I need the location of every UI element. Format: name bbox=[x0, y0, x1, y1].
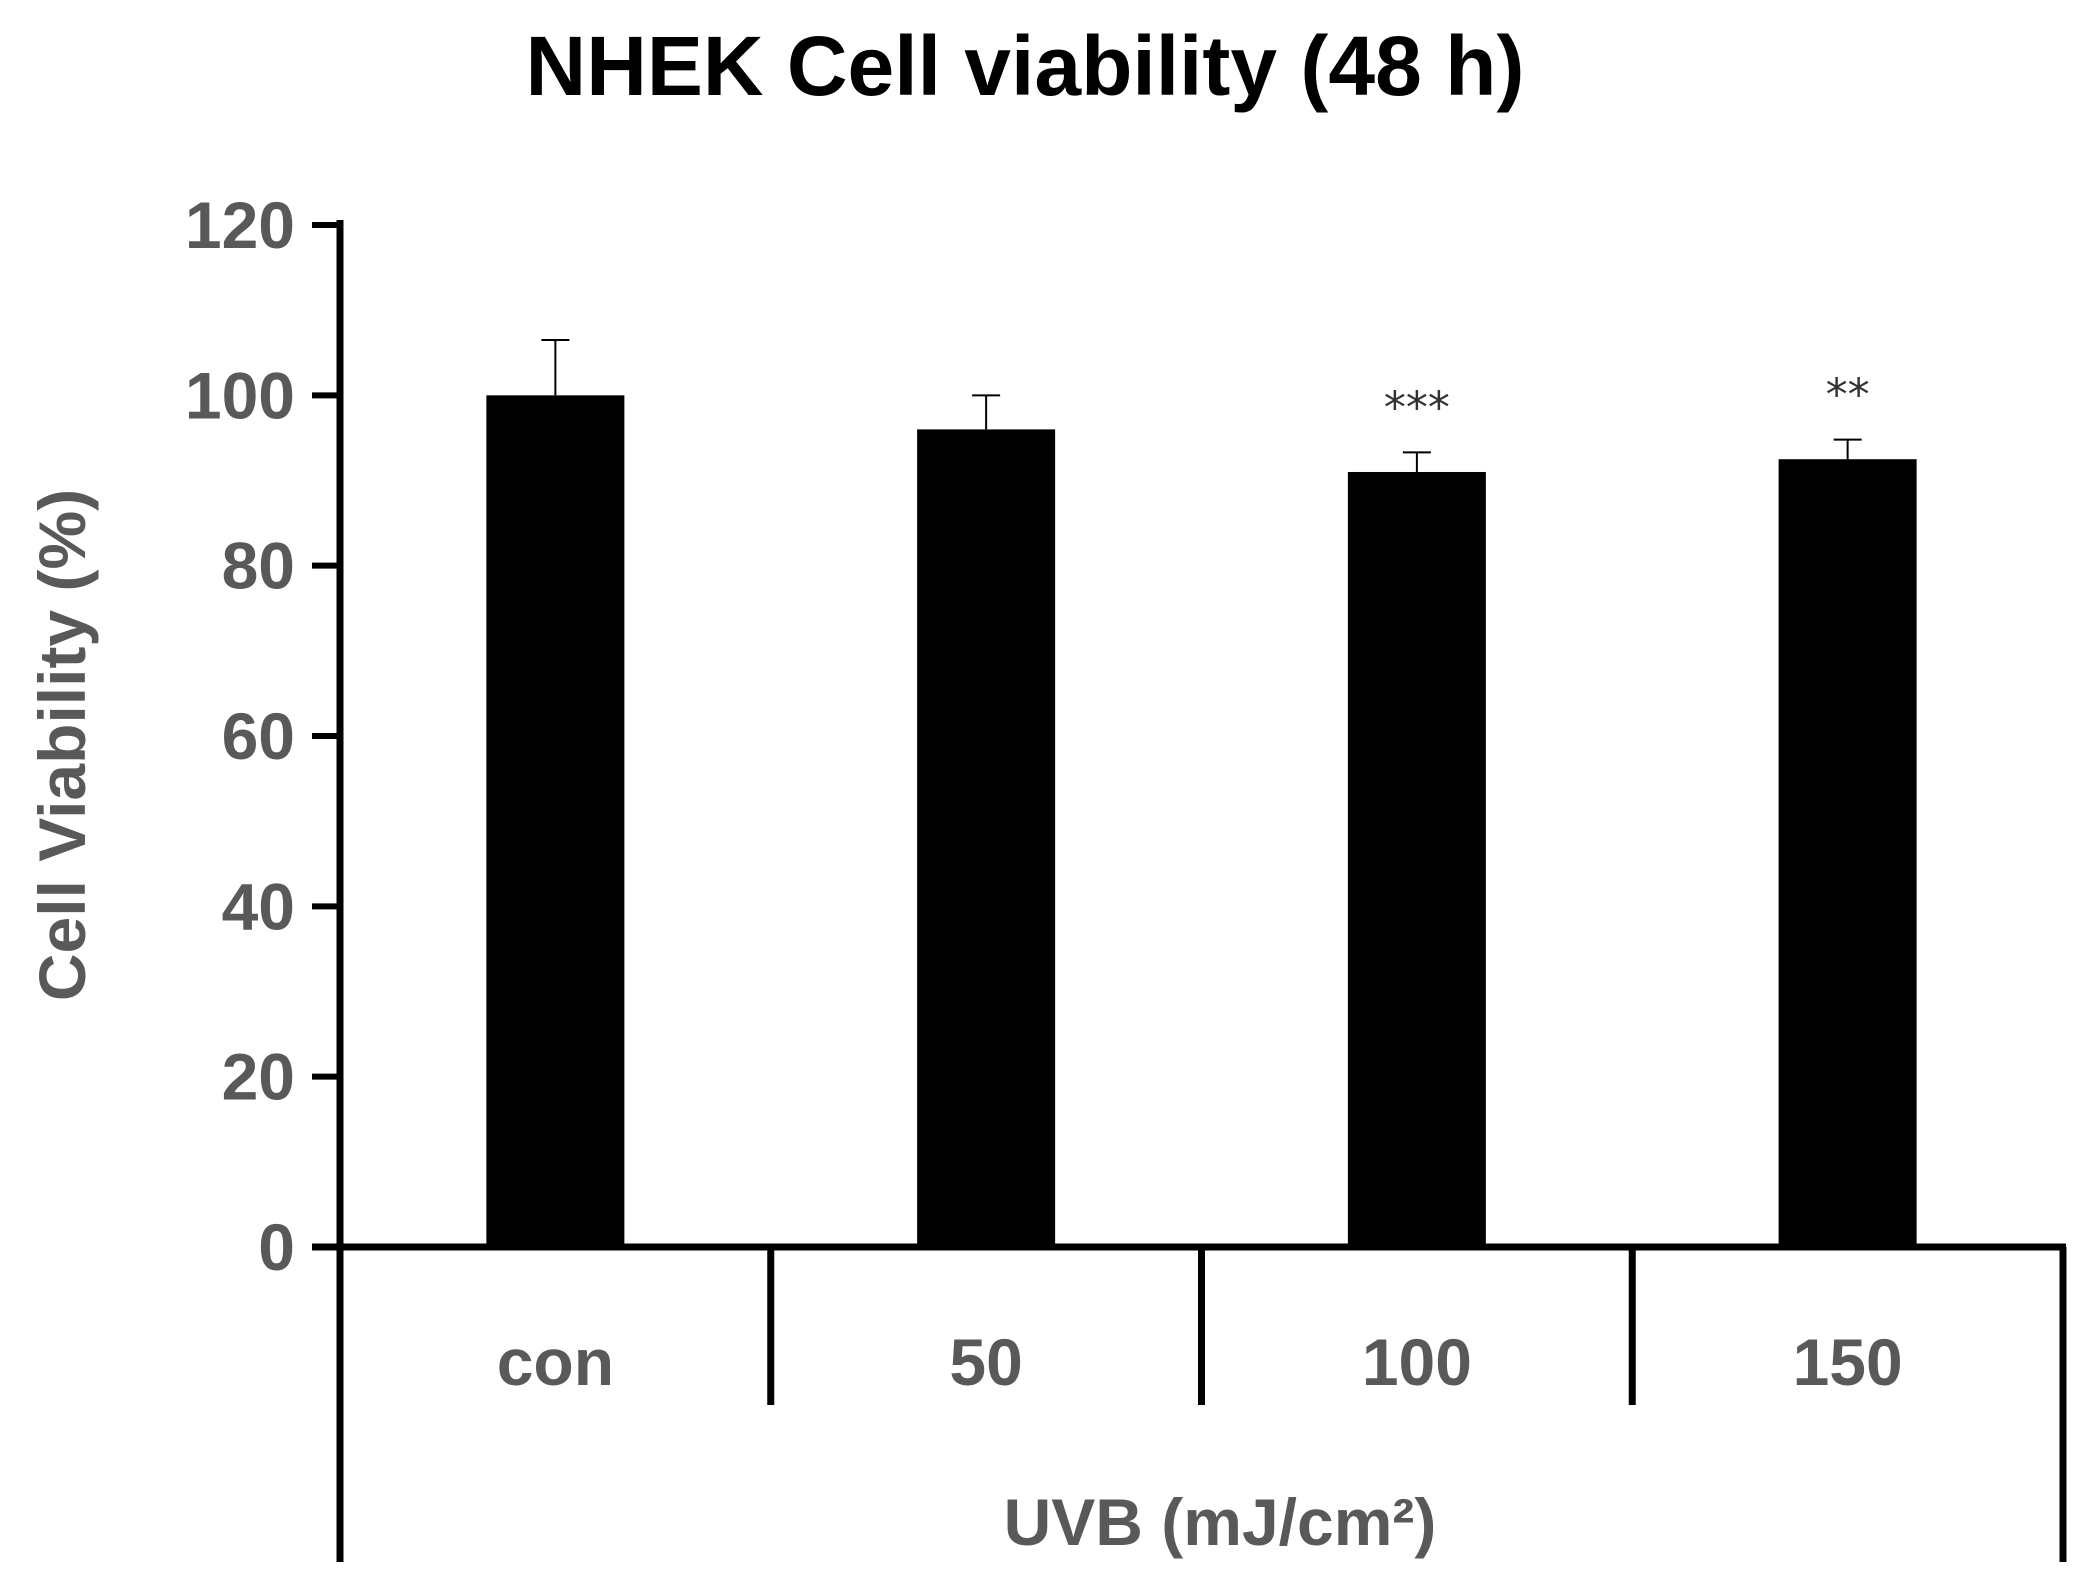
bar-150 bbox=[1778, 459, 1917, 1247]
error-bar-50 bbox=[972, 394, 1001, 430]
x-axis-label: UVB (mJ/cm²) bbox=[1004, 1485, 1437, 1559]
bar-con bbox=[486, 395, 625, 1247]
x-tick-label-150: 150 bbox=[1793, 1325, 1903, 1399]
y-tick-label: 60 bbox=[222, 699, 295, 773]
y-tick-label: 40 bbox=[222, 869, 295, 943]
chart-title: NHEK Cell viability (48 h) bbox=[526, 19, 1525, 113]
y-tick-label: 100 bbox=[185, 358, 295, 432]
x-tick-label-50: 50 bbox=[949, 1325, 1022, 1399]
y-tick-label: 0 bbox=[258, 1210, 295, 1284]
x-tick-label-con: con bbox=[497, 1325, 614, 1399]
significance-marker-100: *** bbox=[1384, 382, 1450, 433]
error-bars-layer bbox=[541, 338, 1862, 472]
y-tick-label: 80 bbox=[222, 529, 295, 603]
bar-50 bbox=[917, 429, 1056, 1247]
error-bar-con bbox=[541, 338, 570, 396]
bars-layer bbox=[486, 395, 1917, 1247]
axes-layer bbox=[312, 220, 2067, 1562]
error-bar-100 bbox=[1402, 451, 1431, 472]
significance-marker-150: ** bbox=[1826, 370, 1870, 421]
y-tick-label: 20 bbox=[222, 1040, 295, 1114]
error-bar-150 bbox=[1833, 438, 1862, 460]
bar-100 bbox=[1347, 471, 1486, 1247]
y-axis-label: Cell Viability (%) bbox=[25, 489, 99, 1001]
x-tick-label-100: 100 bbox=[1362, 1325, 1472, 1399]
y-tick-label: 120 bbox=[185, 188, 295, 262]
